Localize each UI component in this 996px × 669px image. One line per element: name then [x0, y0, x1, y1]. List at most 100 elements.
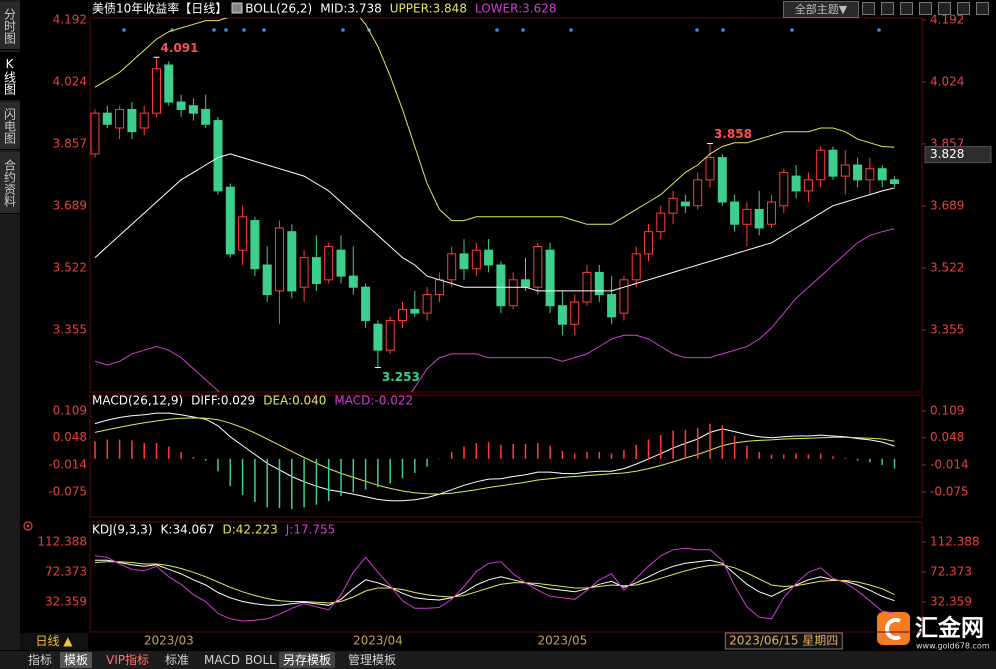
- histogram-bar: [266, 458, 268, 508]
- candle-body: [373, 323, 383, 351]
- y-tick-label: 32.359: [930, 595, 972, 609]
- histogram-bar: [610, 453, 613, 459]
- toolbar-tab[interactable]: 指标: [28, 653, 53, 667]
- sidebar-tab[interactable]: K线图: [0, 52, 20, 100]
- candle-body: [275, 227, 284, 292]
- candle-body: [496, 264, 506, 307]
- toolbar-icon[interactable]: [957, 2, 970, 15]
- y-tick-label: 72.373: [45, 565, 87, 579]
- toolbar-tab[interactable]: MACD: [204, 653, 240, 667]
- plot-area: [90, 18, 899, 392]
- toolbar-tab[interactable]: 管理模板: [348, 653, 397, 667]
- toolbar-tab[interactable]: 模板: [60, 652, 93, 668]
- plot-area: [94, 547, 895, 622]
- cursor-date-box: [724, 632, 843, 650]
- legend-label: UPPER:3.848: [390, 2, 467, 16]
- candle-body: [557, 305, 567, 325]
- y-tick-label: 0.109: [930, 403, 964, 417]
- sidebar: 分时图 K线图 闪电图 合约资料: [0, 0, 20, 650]
- y-tick-label: -0.014: [48, 458, 87, 472]
- candle-body: [668, 197, 678, 214]
- legend-label: MACD:-0.022: [334, 394, 413, 408]
- legend-label: 美债10年收益率: [92, 1, 179, 16]
- candle-body: [742, 208, 752, 225]
- candle-body: [890, 179, 899, 185]
- toolbar-tab[interactable]: 标准: [165, 653, 190, 667]
- toolbar-icon[interactable]: [938, 2, 951, 15]
- candle-body: [164, 64, 174, 103]
- histogram-bar: [327, 458, 330, 502]
- histogram-bar: [647, 439, 650, 459]
- histogram-bar: [537, 443, 539, 459]
- histogram-bar: [795, 453, 797, 459]
- toolbar-icon[interactable]: [976, 2, 989, 15]
- sidebar-tab[interactable]: 合约资料: [0, 152, 20, 214]
- histogram-bar: [450, 451, 453, 459]
- period-button[interactable]: 日线 ▲: [20, 633, 88, 650]
- histogram-bar: [721, 425, 724, 459]
- histogram-bar: [364, 458, 367, 490]
- candle-body: [803, 179, 813, 192]
- toolbar-tab[interactable]: VIP指标: [106, 653, 149, 667]
- y-tick-label: 3.522: [53, 260, 87, 274]
- histogram-bar: [783, 454, 785, 459]
- legend-label: 【日线】: [179, 2, 227, 16]
- candle-body: [434, 279, 444, 296]
- histogram-bar: [254, 458, 256, 503]
- histogram-bar: [500, 444, 502, 459]
- candle-body: [754, 208, 764, 229]
- plot-area: [94, 412, 896, 510]
- histogram-bar: [106, 439, 109, 459]
- toolbar-tab[interactable]: 另存模板: [279, 652, 336, 668]
- histogram-bar: [598, 451, 601, 459]
- candle-body: [865, 168, 875, 181]
- legend-label: LOWER:3.628: [475, 2, 557, 16]
- candle-body: [508, 279, 518, 307]
- histogram-bar: [131, 440, 133, 459]
- series-line: [94, 18, 895, 225]
- y-tick-label: 3.857: [53, 136, 87, 150]
- histogram-bar: [684, 429, 687, 459]
- y-tick-label: 3.355: [930, 322, 964, 336]
- y-tick-label: 4.192: [53, 12, 87, 26]
- watermark-brand: 汇金网: [915, 615, 984, 642]
- y-tick-label: 112.388: [37, 535, 87, 549]
- indicator-icon[interactable]: [231, 2, 243, 14]
- event-markers: [122, 28, 881, 32]
- sidebar-tab[interactable]: 闪电图: [0, 102, 20, 150]
- candle-body: [730, 201, 740, 225]
- histogram-bar: [155, 443, 158, 459]
- histogram-bar: [709, 423, 711, 459]
- histogram-bar: [192, 457, 195, 459]
- histogram-bar: [291, 458, 293, 510]
- histogram-bar: [733, 435, 736, 459]
- histogram-bar: [819, 453, 822, 459]
- candle-body: [705, 157, 715, 181]
- toolbar-icon[interactable]: [881, 2, 894, 15]
- histogram-bar: [573, 453, 576, 459]
- histogram-bar: [303, 458, 305, 508]
- histogram-bar: [832, 456, 834, 459]
- y-tick-label: 4.192: [930, 12, 964, 26]
- candle-body: [422, 294, 432, 314]
- candle-body: [791, 175, 801, 192]
- toolbar-tab[interactable]: BOLL: [245, 653, 276, 667]
- candle-body: [459, 253, 469, 270]
- histogram-bar: [180, 451, 182, 459]
- extreme-label: 3.253: [382, 370, 420, 384]
- toolbar-icon[interactable]: [900, 2, 913, 15]
- toolbar-icon[interactable]: [919, 2, 932, 15]
- histogram-bar: [401, 458, 404, 479]
- candle-body: [545, 249, 555, 307]
- candle-body: [410, 308, 420, 314]
- histogram-bar: [672, 430, 674, 459]
- indicator-icon[interactable]: [23, 521, 33, 531]
- candle-body: [213, 120, 223, 192]
- y-tick-label: 32.359: [45, 595, 87, 609]
- cursor-date-label: 2023/06/15 星期四: [729, 634, 838, 648]
- series-line: [94, 417, 895, 495]
- legend-label: DIFF:0.029: [191, 394, 255, 408]
- theme-dropdown[interactable]: 全部主题▼: [783, 1, 859, 18]
- sidebar-tab[interactable]: 分时图: [0, 2, 20, 50]
- toolbar-icon[interactable]: [862, 2, 875, 15]
